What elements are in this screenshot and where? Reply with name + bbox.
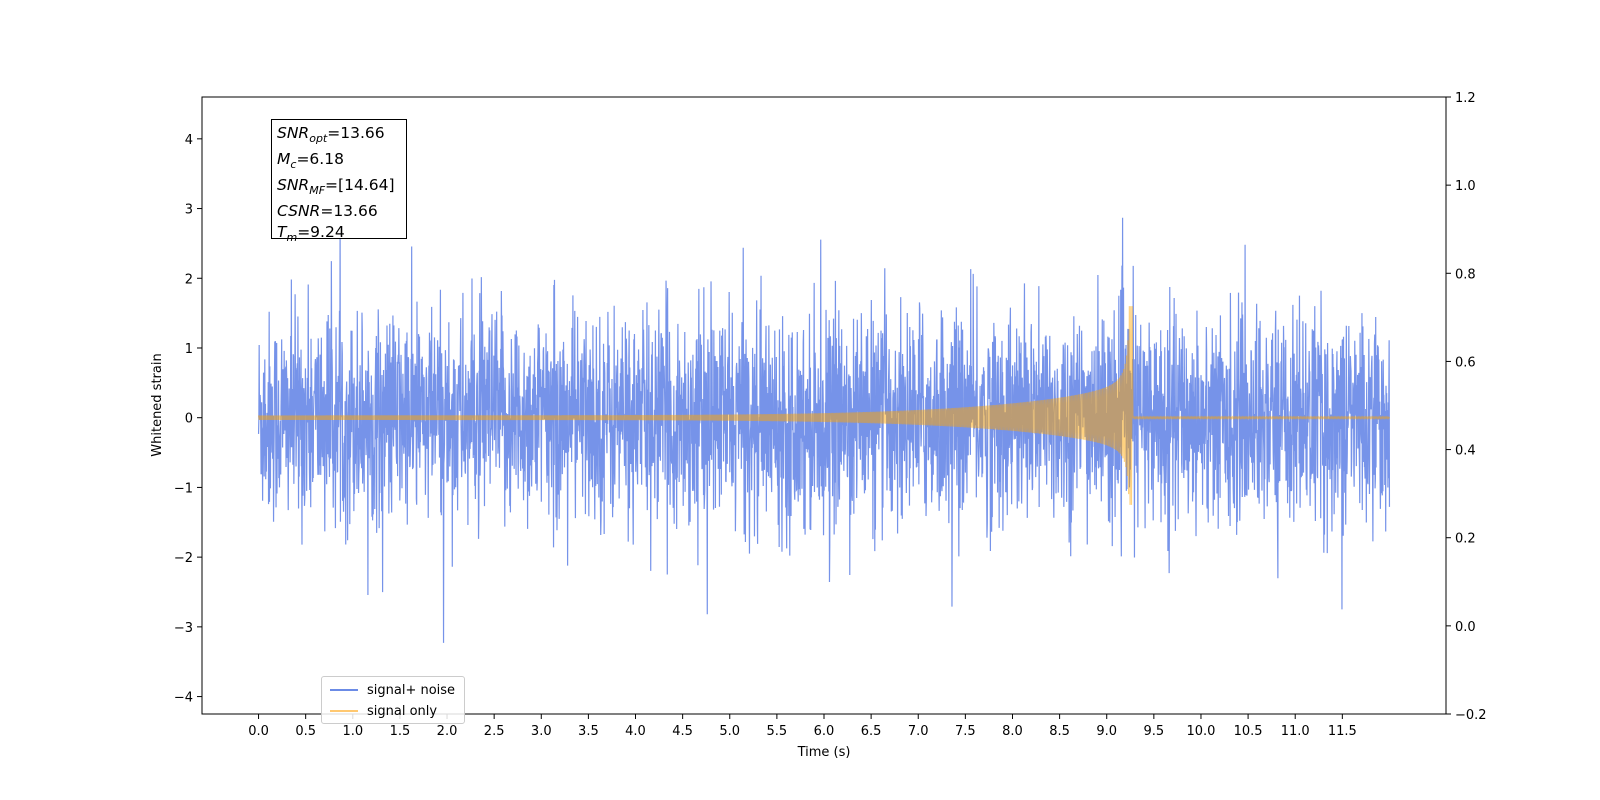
x-tick-label: 11.0 [1281,724,1310,739]
x-tick-label: 0.5 [295,724,316,739]
legend: signal+ noise signal only [321,676,465,724]
y2-tick-label: 1.0 [1455,179,1476,194]
snr-opt-value: =13.66 [327,124,385,142]
y-tick-label: −2 [174,551,193,566]
y2-tick-label: 0.6 [1455,355,1476,370]
legend-swatch-signal-noise [330,689,358,691]
y2-tick-label: 0.0 [1455,620,1476,635]
legend-item-signal-only: signal only [330,701,437,721]
y-axis-label: Whitened strain [150,353,165,456]
x-tick-label: 8.0 [1002,724,1023,739]
y-tick-label: −4 [174,691,193,706]
x-tick-label: 2.5 [484,724,505,739]
x-tick-label: 6.5 [861,724,882,739]
snr-mf-line: SNRMF=[14.64] [277,176,395,198]
chirp-mass-line: Mc=6.18 [277,150,344,172]
x-tick-label: 5.0 [719,724,740,739]
merger-time-value: =9.24 [297,223,345,242]
legend-swatch-signal-only [330,710,358,712]
x-tick-label: 4.0 [625,724,646,739]
x-axis: 0.0 0.5 1.0 1.5 2.0 2.5 3.0 3.5 4.0 4.5 5.0 5.5 6.0 6… [248,714,1357,739]
y-tick-label: 4 [185,133,193,148]
y-tick-label: 0 [185,412,193,427]
y-tick-label: 2 [185,272,193,287]
y2-tick-label: −0.2 [1455,708,1487,723]
series-signal-only [257,306,1390,505]
legend-label-signal-noise: signal+ noise [367,682,456,698]
y2-tick-label: 0.2 [1455,532,1476,547]
x-tick-label: 10.5 [1234,724,1263,739]
x-tick-label: 10.0 [1186,724,1215,739]
x-tick-label: 3.5 [578,724,599,739]
csnr-value: =13.66 [320,202,378,221]
snr-mf-value: =[14.64] [325,176,395,195]
y2-tick-label: 0.8 [1455,267,1476,282]
y2-tick-label: 1.2 [1455,91,1476,106]
y-tick-label: −3 [174,621,193,636]
x-tick-label: 7.5 [955,724,976,739]
x-tick-label: 4.5 [672,724,693,739]
y-axis: 4 3 2 1 0 −1 −2 −3 −4 [174,133,202,706]
x-tick-label: 9.5 [1144,724,1165,739]
x-tick-label: 2.0 [437,724,458,739]
legend-label-signal-only: signal only [367,703,438,719]
x-tick-label: 6.0 [814,724,835,739]
series-signal-noise [257,217,1391,643]
annotation-box: SNRopt=13.66 Mc=6.18 SNRMF=[14.64] CSNR=… [271,119,407,244]
x-tick-label: 3.0 [531,724,552,739]
legend-item-signal-noise: signal+ noise [330,680,455,700]
x-tick-label: 1.0 [342,724,363,739]
x-tick-label: 8.5 [1049,724,1070,739]
x-tick-label: 0.0 [248,724,269,739]
csnr-line: CSNR=13.66 [277,202,378,221]
x-axis-label: Time (s) [797,745,851,760]
x-tick-label: 5.5 [767,724,788,739]
y2-tick-label: 0.4 [1455,444,1476,459]
y-tick-label: −1 [174,481,193,496]
y-tick-label: 3 [185,203,193,218]
x-tick-label: 11.5 [1328,724,1357,739]
snr-opt-line: SNRopt=13.66 [277,124,385,146]
x-tick-label: 1.5 [390,724,411,739]
x-tick-label: 9.0 [1096,724,1117,739]
x-tick-label: 7.0 [908,724,929,739]
chirp-mass-value: =6.18 [296,150,344,169]
y-tick-label: 1 [185,342,193,357]
y2-axis-right: 1.2 1.0 0.8 0.6 0.4 0.2 0.0 −0.2 [1446,91,1487,723]
merger-time-line: Tm=9.24 [277,223,345,245]
